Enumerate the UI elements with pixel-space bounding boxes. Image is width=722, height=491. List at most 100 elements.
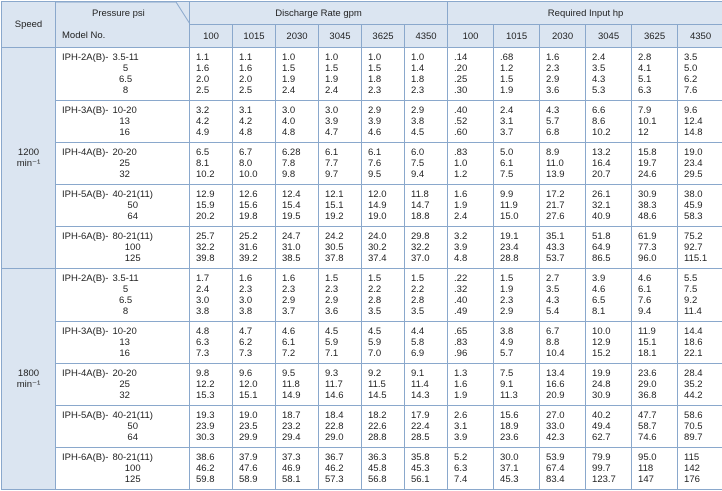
- speed-cell: 1800 min⁻¹: [1, 268, 56, 490]
- input-value: 5.5: [684, 273, 698, 284]
- input-value: 29.5: [684, 169, 703, 180]
- discharge-value: 15.3: [196, 390, 215, 401]
- input-value: 26.1: [592, 189, 611, 200]
- input-value: 11.9: [638, 326, 656, 337]
- input-cell: 5.0 6.1 7.5: [493, 142, 541, 185]
- discharge-header: Discharge Rate gpm: [188, 1, 449, 25]
- table-body: 1200 min⁻¹ IPH-2A(B)- 3.5-11 5 6.5 8 1.1 1.6 2.0 2…: [1, 47, 722, 490]
- input-value: 37.1: [500, 463, 519, 474]
- input-value: 14.8: [684, 127, 703, 138]
- discharge-cell: 4.5 5.9 7.1: [318, 321, 362, 364]
- discharge-value: 6.0: [411, 147, 425, 158]
- input-value: 30.9: [592, 390, 611, 401]
- pressure-value: 1015: [232, 24, 276, 48]
- discharge-cell: 24.7 31.0 38.5: [275, 226, 319, 269]
- model-cell: IPH-6A(B)- 80-21(11) 100 125: [55, 226, 190, 269]
- discharge-value: 3.6: [325, 306, 339, 317]
- discharge-value: 56.1: [411, 474, 430, 485]
- input-value: 5.0: [684, 63, 698, 74]
- input-value: 10.0: [592, 326, 611, 337]
- input-value: .40: [454, 295, 468, 306]
- input-value: 38.3: [638, 200, 657, 211]
- input-cell: 1.6 1.9 2.4: [447, 184, 495, 227]
- discharge-cell: 18.4 22.8 29.0: [318, 405, 362, 448]
- discharge-value: 5.8: [411, 337, 425, 348]
- input-value: 5.2: [454, 452, 468, 463]
- discharge-value: 2.9: [325, 295, 339, 306]
- discharge-value: 32.2: [411, 242, 430, 253]
- input-value: 3.9: [454, 242, 468, 253]
- discharge-value: 29.0: [325, 432, 344, 443]
- input-cell: 1.5 1.9 2.3 2.9: [493, 268, 541, 322]
- input-value: 4.6: [638, 273, 652, 284]
- pressure-value: 3625: [361, 24, 405, 48]
- discharge-value: 2.9: [368, 105, 382, 116]
- input-cell: 3.5 5.0 6.2 7.6: [677, 47, 722, 101]
- input-value: 42.3: [546, 432, 565, 443]
- discharge-value: 15.6: [239, 200, 258, 211]
- discharge-value: 58.9: [239, 474, 258, 485]
- model-cell: IPH-5A(B)- 40-21(11) 50 64: [55, 184, 190, 227]
- input-value: 28.4: [684, 368, 703, 379]
- input-value: 49.4: [592, 421, 611, 432]
- speed-unit: min⁻¹: [16, 158, 41, 169]
- discharge-value: 9.7: [325, 169, 339, 180]
- discharge-value: 31.0: [282, 242, 301, 253]
- discharge-value: 58.1: [282, 474, 301, 485]
- discharge-value: 46.2: [325, 463, 344, 474]
- input-value: 75.2: [684, 231, 703, 242]
- input-value: 115.1: [684, 253, 708, 264]
- input-value: 35.2: [684, 379, 703, 390]
- pressure-value: 4350: [677, 24, 722, 48]
- input-cell: 27.0 33.0 42.3: [539, 405, 587, 448]
- input-value: 3.7: [500, 127, 514, 138]
- discharge-value: 29.4: [282, 432, 301, 443]
- discharge-value: 4.7: [239, 326, 253, 337]
- input-cell: 3.8 4.9 5.7: [493, 321, 541, 364]
- input-value: 53.7: [546, 253, 565, 264]
- discharge-value: 7.3: [196, 348, 210, 359]
- input-value: 32.1: [592, 200, 611, 211]
- discharge-value: 12.0: [239, 379, 258, 390]
- model-name: IPH-3A(B)-: [62, 326, 109, 337]
- pressure-value: 4350: [403, 24, 449, 48]
- pressure-value: 2030: [539, 24, 587, 48]
- input-value: 147: [638, 474, 654, 485]
- input-cell: 61.9 77.3 96.0: [631, 226, 679, 269]
- discharge-value: 2.5: [196, 85, 210, 96]
- input-value: 7.9: [638, 105, 652, 116]
- input-cell: 19.1 23.4 28.8: [493, 226, 541, 269]
- input-value: 6.3: [454, 463, 468, 474]
- discharge-value: 8.0: [239, 158, 253, 169]
- discharge-value: 2.5: [239, 85, 253, 96]
- discharge-cell: 1.6 2.3 3.0 3.8: [232, 268, 276, 322]
- model-name: IPH-5A(B)-: [62, 189, 109, 200]
- model-row: IPH-3A(B)- 10-20 13 16 4.8 6.3 7.3 4.7 6.2 7.3 4.6…: [2, 321, 722, 364]
- discharge-cell: 1.5 2.3 2.9 3.6: [318, 268, 362, 322]
- discharge-cell: 9.2 11.5 14.5: [361, 363, 405, 406]
- discharge-cell: 19.0 23.5 29.9: [232, 405, 276, 448]
- discharge-value: 23.9: [196, 421, 215, 432]
- discharge-value: 11.7: [325, 379, 343, 390]
- input-value: 4.9: [500, 337, 514, 348]
- discharge-value: 7.2: [282, 348, 296, 359]
- input-value: 96.0: [638, 253, 657, 264]
- speed-header: Speed: [1, 1, 56, 48]
- discharge-cell: 6.7 8.0 10.0: [232, 142, 276, 185]
- discharge-value: 4.2: [196, 116, 210, 127]
- input-cell: 6.6 8.6 10.2: [585, 100, 633, 143]
- input-value: 64.9: [592, 242, 611, 253]
- size: 32: [119, 390, 130, 401]
- input-cell: 3.2 3.9 4.8: [447, 226, 495, 269]
- discharge-cell: 9.3 11.7 14.6: [318, 363, 362, 406]
- input-cell: 10.0 12.9 15.2: [585, 321, 633, 364]
- input-cell: 2.4 3.5 4.3 5.3: [585, 47, 633, 101]
- discharge-value: 38.6: [196, 452, 215, 463]
- discharge-value: 7.0: [368, 348, 382, 359]
- pressure-label: Pressure psi: [92, 7, 145, 19]
- input-cell: 19.9 24.8 30.9: [585, 363, 633, 406]
- discharge-value: 1.6: [239, 63, 253, 74]
- input-cell: 79.9 99.7 123.7: [585, 447, 633, 490]
- input-value: 12.4: [684, 116, 703, 127]
- input-value: 99.7: [592, 463, 611, 474]
